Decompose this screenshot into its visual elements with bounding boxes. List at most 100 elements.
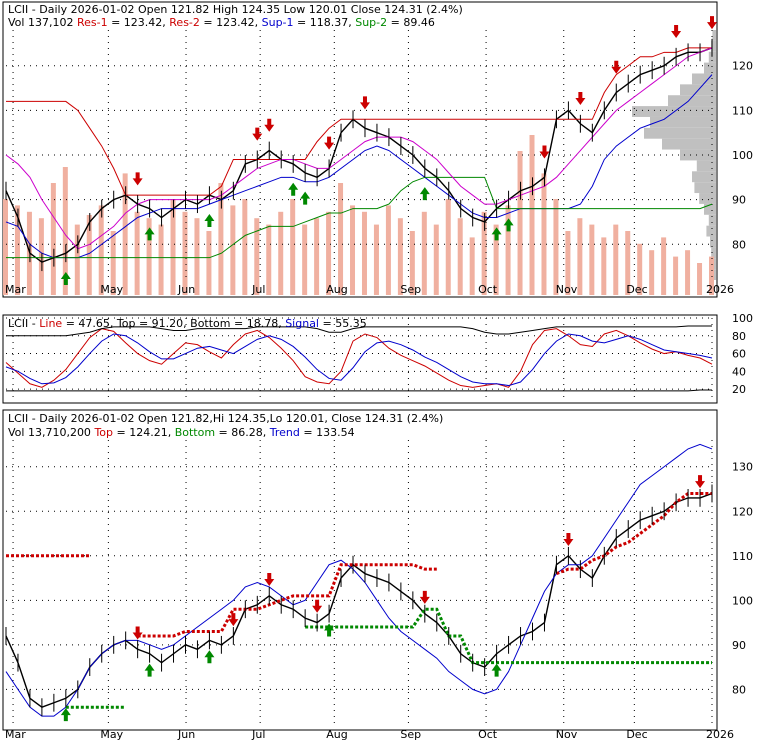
x-tick-label: Dec	[626, 283, 647, 296]
volume-profile-bar	[706, 225, 716, 237]
volume-bar	[505, 205, 511, 295]
volume-bar	[14, 205, 20, 295]
x-tick-label: Sep	[400, 728, 421, 741]
header-part: = 118.37,	[294, 16, 356, 29]
sell-arrow	[252, 127, 263, 141]
header-part: Res-1	[77, 16, 108, 29]
volume-bar	[278, 211, 284, 295]
y-tick-label: 100	[732, 312, 753, 325]
volume-profile-bar	[692, 171, 716, 183]
volume-bar	[230, 205, 236, 295]
volume-profile-bar	[704, 203, 716, 215]
y-tick-label: 80	[732, 683, 746, 696]
sell-arrow	[264, 118, 275, 132]
volume-bar	[529, 135, 535, 295]
x-tick-label: Jul	[251, 283, 265, 296]
header-part: Trend	[269, 426, 300, 439]
x-tick-label: Nov	[556, 283, 578, 296]
header-part: LCII - Daily 2026-01-02 Open 121.82,Hi 1…	[8, 412, 443, 425]
volume-profile-bar	[708, 214, 716, 226]
trend-series-line	[555, 491, 712, 575]
trend-series-line	[5, 443, 713, 717]
y-tick-label: 120	[732, 505, 753, 518]
x-tick-label: Dec	[626, 728, 647, 741]
volume-bar	[385, 205, 391, 295]
sell-arrow	[132, 626, 143, 640]
sell-arrow	[419, 590, 430, 604]
y-tick-label: 100	[732, 594, 753, 607]
volume-profile-bar	[710, 236, 716, 248]
volume-bar	[194, 218, 200, 295]
buy-arrow	[419, 187, 430, 201]
y-tick-label: 80	[732, 238, 746, 251]
price-panel-title: LCII - Daily 2026-01-02 Open 121.82 High…	[8, 3, 463, 16]
volume-bar	[122, 173, 128, 295]
header-part: Vol 13,710,200	[8, 426, 94, 439]
volume-profile-bar	[668, 95, 716, 107]
volume-bar	[637, 243, 643, 295]
x-tick-label: Oct	[478, 728, 498, 741]
volume-bar	[182, 211, 188, 295]
oscillator-panel-frame	[2, 314, 718, 404]
volume-bar	[74, 224, 80, 295]
series-line	[6, 176, 713, 259]
x-tick-label: Mar	[5, 728, 26, 741]
oscillator-panel: 20 40 60 80 100	[5, 312, 753, 398]
buy-arrow	[288, 182, 299, 196]
volume-profile-bar	[696, 160, 716, 172]
price-panel-levels: Vol 137,102 Res-1 = 123.42, Res-2 = 123.…	[8, 16, 435, 29]
header-part: = 123.42,	[200, 16, 262, 29]
volume-profile-bar	[650, 116, 716, 128]
volume-bar	[373, 224, 379, 295]
volume-bar	[709, 256, 714, 295]
trend-series-line	[137, 563, 437, 638]
oscillator-line	[5, 333, 713, 387]
volume-bar	[541, 173, 547, 295]
sell-arrow	[563, 532, 574, 546]
volume-bar	[625, 231, 631, 295]
volume-profile-bar	[711, 247, 716, 259]
volume-bar	[170, 199, 176, 295]
x-tick-label: Jun	[177, 728, 195, 741]
header-part: = 124.21,	[113, 426, 175, 439]
buy-arrow	[503, 218, 514, 232]
header-part: Res-2	[169, 16, 200, 29]
volume-bar	[517, 151, 523, 295]
volume-profile-bar	[699, 193, 716, 204]
x-tick-label: Jul	[251, 728, 265, 741]
x-tick-label: May	[100, 283, 123, 296]
volume-bar	[613, 224, 619, 295]
buy-arrow	[60, 272, 71, 285]
volume-bar	[565, 231, 571, 295]
volume-bar	[134, 211, 140, 295]
volume-bar	[242, 199, 248, 295]
volume-bar	[649, 250, 655, 295]
volume-profile-bar	[692, 73, 716, 85]
volume-bar	[397, 218, 403, 295]
y-tick-label: 90	[732, 639, 746, 652]
volume-bar	[218, 183, 224, 295]
oscillator-line	[6, 389, 712, 392]
header-part: LCII -	[8, 317, 39, 330]
series-line	[5, 47, 713, 250]
volume-profile-bar	[644, 127, 716, 139]
buy-arrow	[144, 227, 155, 241]
y-tick-label: 110	[732, 104, 753, 117]
volume-bar	[469, 237, 475, 295]
x-tick-label: Mar	[5, 283, 26, 296]
header-part: = 133.54	[300, 426, 355, 439]
x-tick-label: Aug	[326, 728, 347, 741]
volume-bar	[481, 211, 487, 295]
buy-arrow	[60, 708, 71, 722]
volume-bar	[433, 224, 439, 295]
volume-bar	[661, 237, 667, 295]
volume-bar	[110, 231, 116, 295]
y-tick-label: 90	[732, 194, 746, 207]
y-tick-label: 120	[732, 60, 753, 73]
volume-bar	[290, 199, 296, 295]
header-part: Sup-1	[262, 16, 294, 29]
x-tick-label: Nov	[556, 728, 578, 741]
volume-bar	[254, 218, 260, 295]
sell-arrow	[264, 573, 275, 587]
